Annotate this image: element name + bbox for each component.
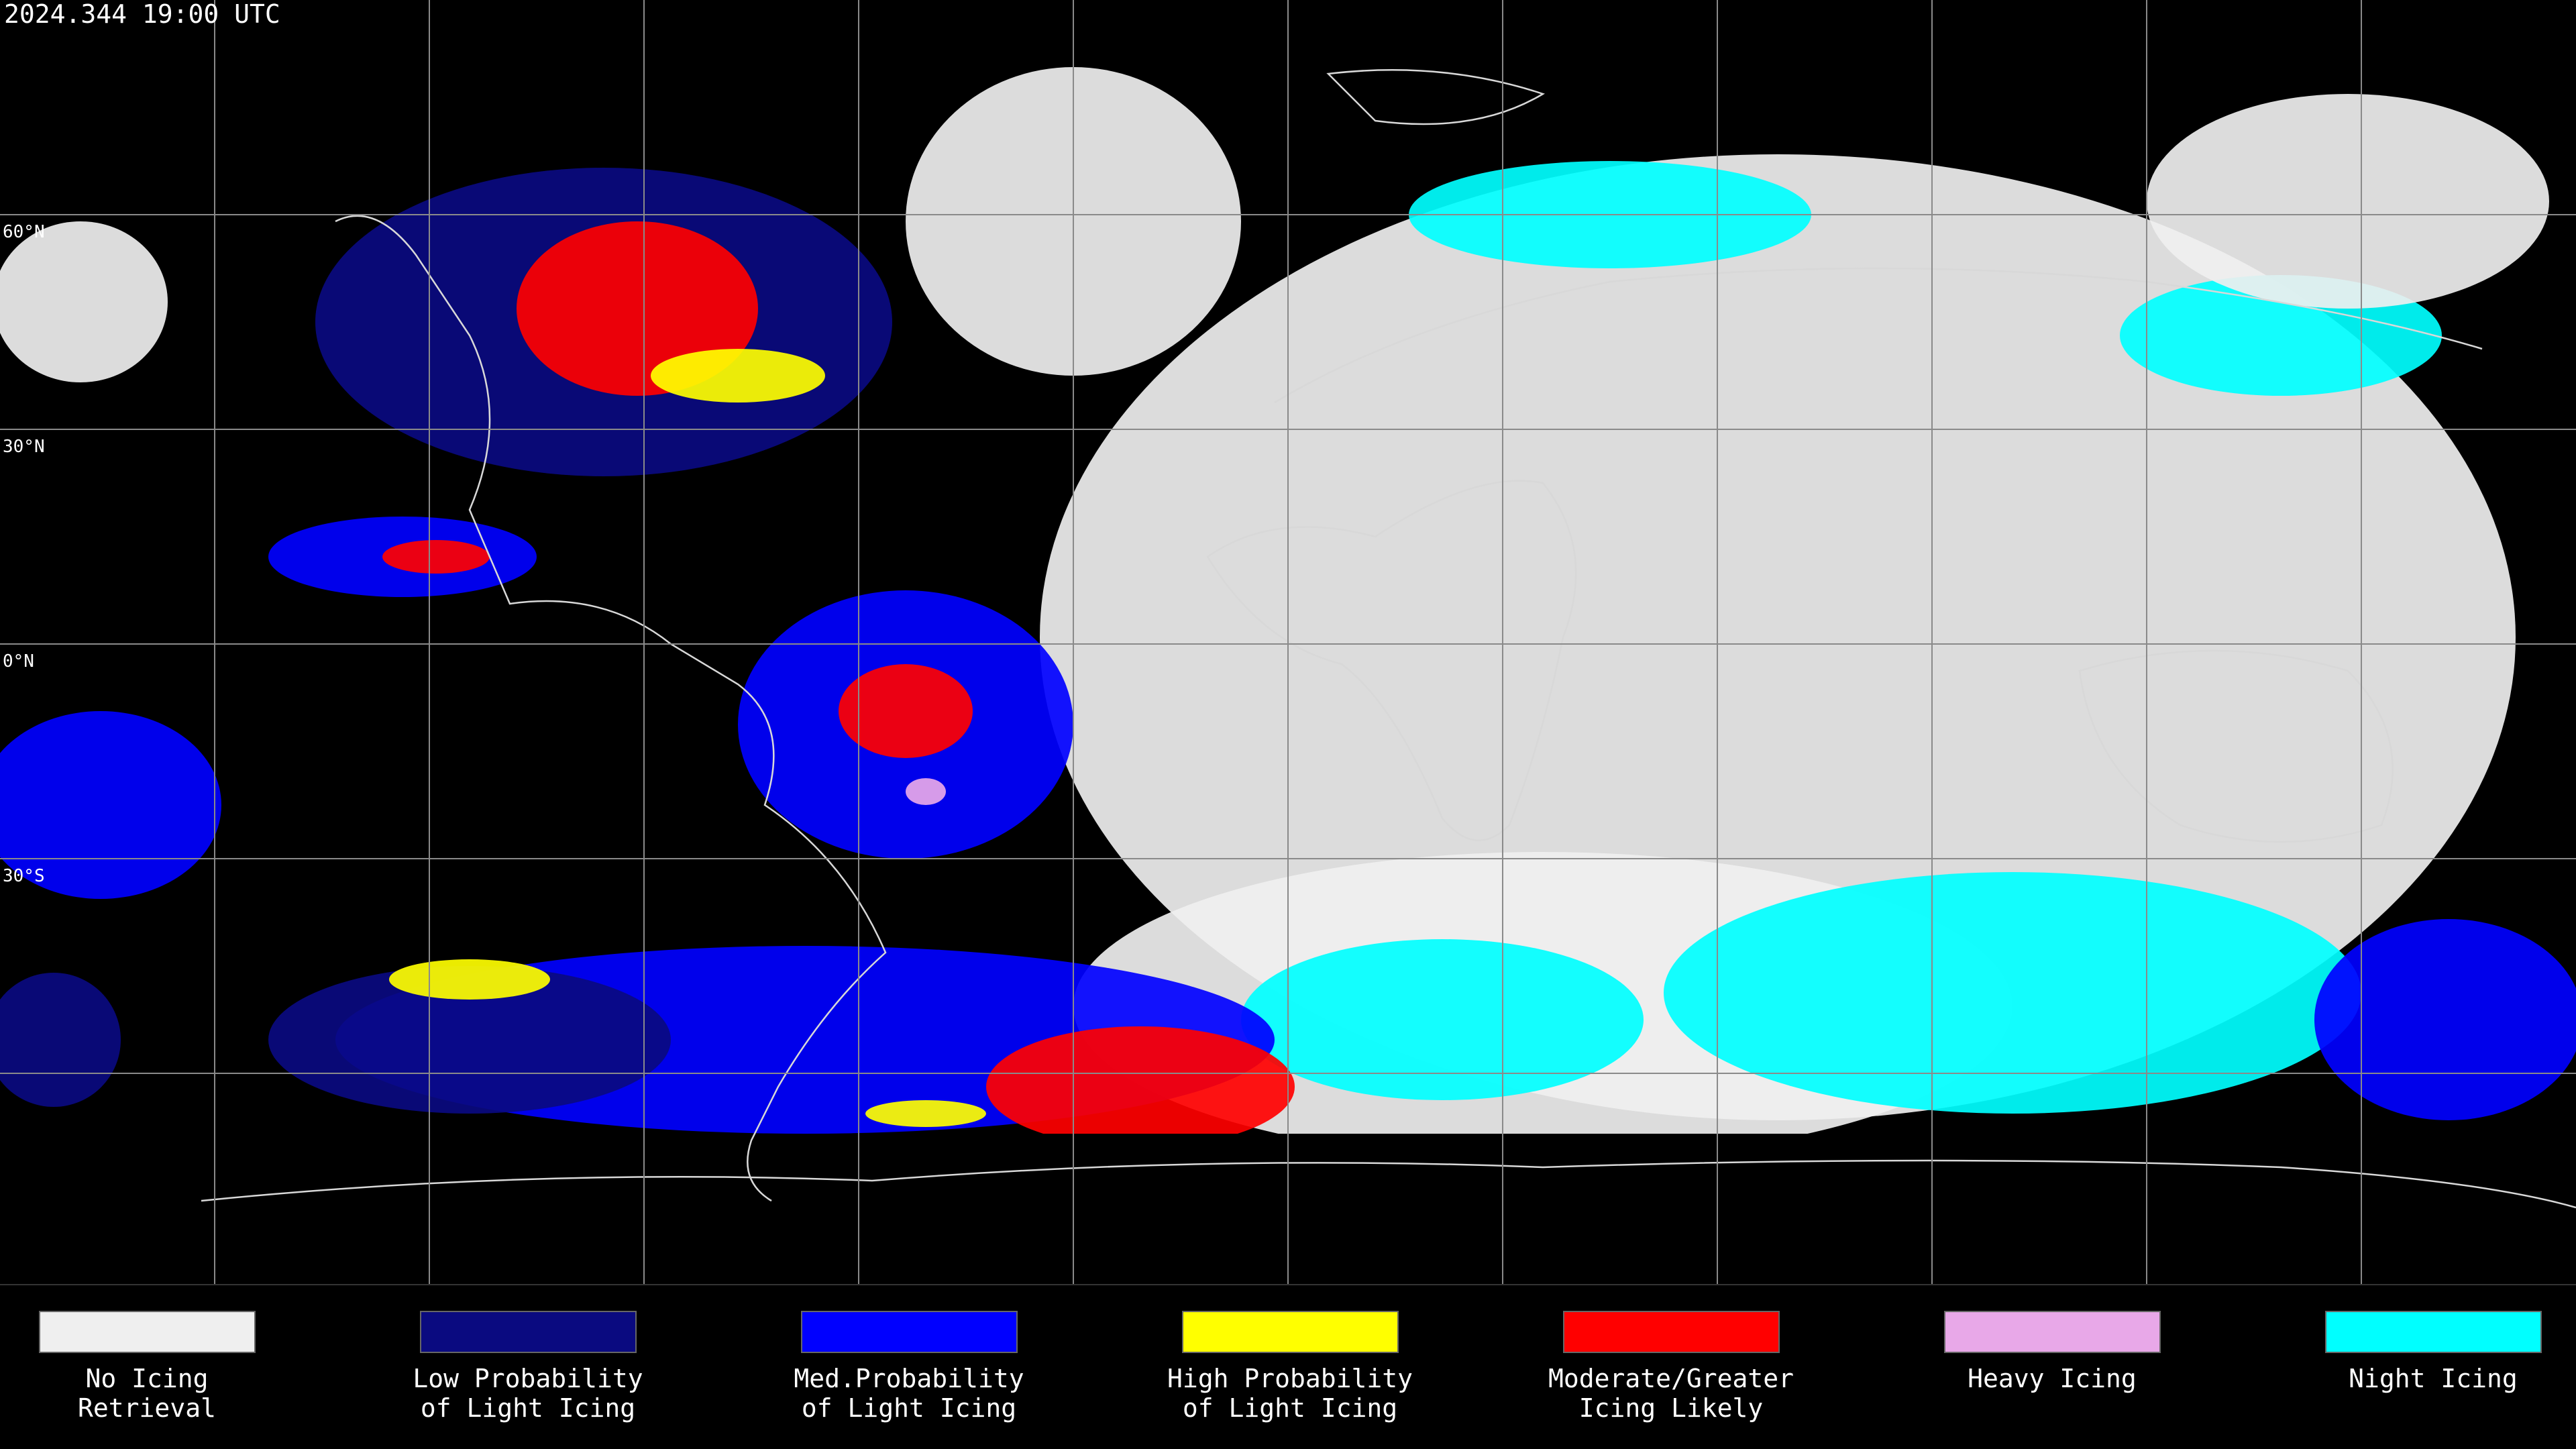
legend-label: Low Probability xyxy=(413,1364,643,1393)
imagery-region xyxy=(382,540,490,574)
coastline xyxy=(1206,480,1577,841)
legend-swatch xyxy=(39,1311,256,1353)
imagery-region xyxy=(865,1100,986,1127)
grid xyxy=(0,0,2576,1285)
latitude-label: 60°N xyxy=(3,222,45,242)
legend-swatch xyxy=(420,1311,637,1353)
imagery-region xyxy=(986,1026,1295,1147)
legend-label: Med.Probability xyxy=(794,1364,1024,1393)
latitude-label: 0°N xyxy=(3,651,34,672)
imagery-region xyxy=(0,221,168,382)
legend-label: Moderate/Greater xyxy=(1548,1364,1794,1393)
legend-label: of Light Icing xyxy=(1183,1393,1397,1423)
legend-label: Retrieval xyxy=(78,1393,216,1423)
imagery-region xyxy=(2147,94,2549,309)
imagery-region xyxy=(2314,919,2576,1120)
legend-swatch xyxy=(801,1311,1018,1353)
imagery-region xyxy=(839,664,973,758)
imagery-region xyxy=(389,959,550,1000)
imagery-region xyxy=(1664,872,2361,1114)
imagery-region xyxy=(651,349,825,402)
timestamp: 2024.344 19:00 UTC xyxy=(4,0,280,29)
coastline xyxy=(1326,69,1545,125)
legend-swatch xyxy=(2325,1311,2542,1353)
coastline xyxy=(201,1159,2576,1209)
coastlines xyxy=(201,69,2576,1209)
legend-label: of Light Icing xyxy=(802,1393,1016,1423)
imagery-region xyxy=(906,778,946,805)
legend-label: Icing Likely xyxy=(1579,1393,1764,1423)
legend-label: No Icing xyxy=(85,1364,208,1393)
latitude-labels: 60°N 30°N 0°N 30°S xyxy=(3,222,45,886)
legend-label: High Probability xyxy=(1167,1364,1413,1393)
coastline xyxy=(2078,649,2394,843)
coastline xyxy=(335,215,887,1202)
legend-label: Night Icing xyxy=(2349,1364,2518,1393)
latitude-label: 30°N xyxy=(3,437,45,457)
legend-swatch xyxy=(1944,1311,2161,1353)
legend-swatch xyxy=(1563,1311,1780,1353)
legend-label: Heavy Icing xyxy=(1968,1364,2137,1393)
latitude-label: 30°S xyxy=(3,866,45,886)
legend-swatch xyxy=(1182,1311,1399,1353)
imagery-region xyxy=(268,966,671,1114)
coastline xyxy=(1274,267,2483,404)
imagery-region xyxy=(0,711,221,899)
imagery-region xyxy=(1241,939,1644,1100)
legend-label: of Light Icing xyxy=(421,1393,635,1423)
